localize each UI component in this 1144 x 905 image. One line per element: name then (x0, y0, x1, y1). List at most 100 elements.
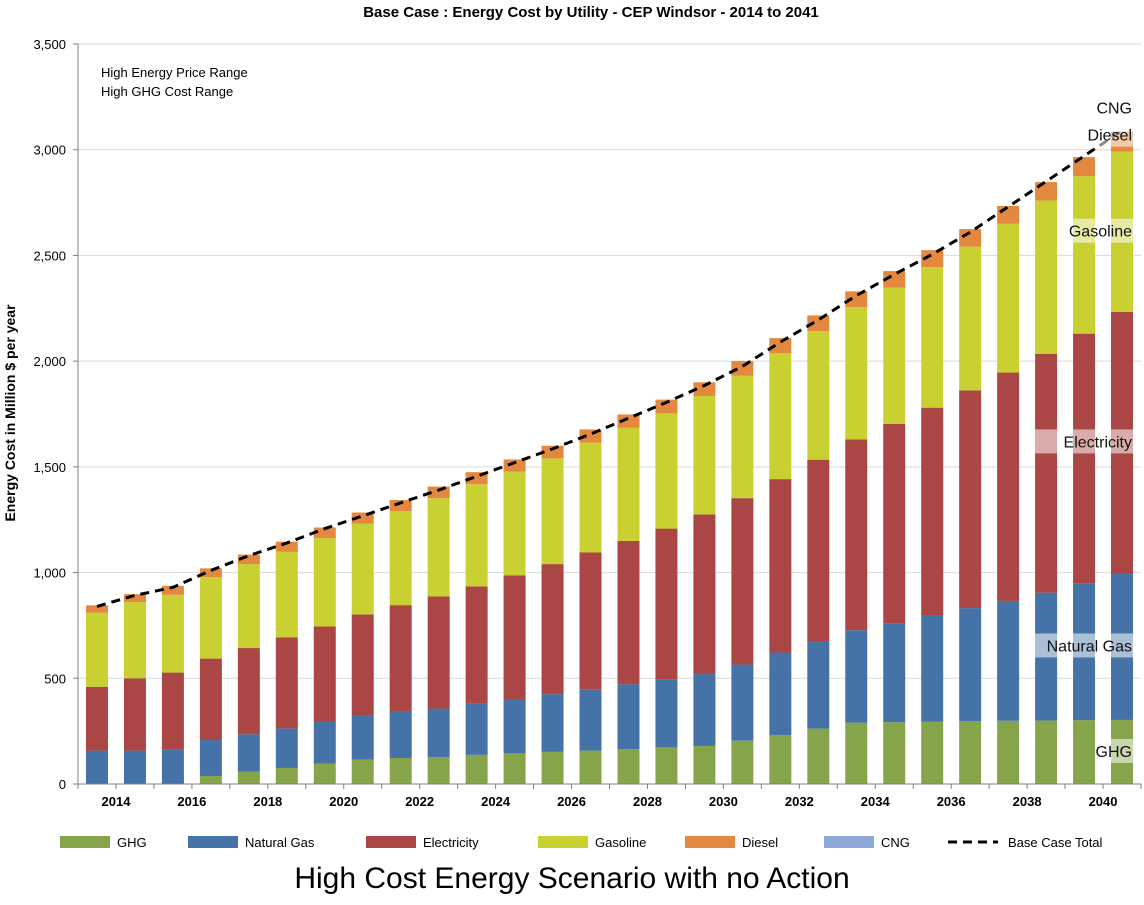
bar-gasoline-2015 (123, 602, 146, 679)
segment-label-ghg: GHG (1096, 738, 1137, 763)
bar-diesel-2016 (161, 585, 184, 595)
x-tick-label-2030: 2030 (709, 794, 738, 809)
bar-electricity-2022 (389, 605, 412, 712)
bar-electricity-2018 (237, 648, 260, 735)
x-tick-label-2022: 2022 (405, 794, 434, 809)
segment-label-bg (1101, 738, 1137, 763)
bar-gasoline-2024 (465, 484, 488, 587)
bar-ghg-2038 (997, 720, 1020, 784)
bar-diesel-2019 (275, 541, 298, 552)
bar-ghg-2040 (1073, 720, 1096, 784)
bar-gasoline-2038 (997, 223, 1020, 373)
bar-ghg-2030 (693, 745, 716, 784)
bar-electricity-2030 (693, 514, 716, 675)
bar-natural-gas-2023 (427, 708, 450, 757)
axes (73, 43, 1142, 789)
bar-stack-2014 (85, 605, 108, 784)
legend-item-electricity: Electricity (366, 835, 479, 850)
bar-natural-gas-2031 (731, 664, 754, 741)
x-tick-label-2028: 2028 (633, 794, 662, 809)
bar-natural-gas-2016 (161, 749, 184, 784)
segment-label-cng: CNG (1096, 95, 1137, 120)
segment-label-text: Diesel (1088, 128, 1132, 145)
bar-stack-2022 (389, 500, 412, 784)
bar-gasoline-2023 (427, 498, 450, 597)
bar-diesel-2036 (921, 250, 944, 268)
x-tick-label-2018: 2018 (253, 794, 282, 809)
bar-ghg-2034 (845, 722, 868, 784)
y-tick-label-1500: 1,500 (33, 460, 66, 475)
legend-label: GHG (117, 835, 147, 850)
x-tick-labels: 2014 2016 2018 2020 2022 2024 2026 2028 2030 2032… (102, 794, 1118, 809)
bar-ghg-2033 (807, 728, 830, 784)
bar-gasoline-2020 (313, 538, 336, 627)
segment-label-text: Electricity (1064, 434, 1132, 451)
legend: GHG Natural Gas Electricity Gasoline Diesel C… (60, 835, 1103, 850)
segment-label-text: CNG (1096, 101, 1132, 118)
legend-item-diesel: Diesel (685, 835, 778, 850)
note-ghg-cost: High GHG Cost Range (101, 84, 233, 99)
bar-gasoline-2022 (389, 511, 412, 606)
segment-label-electricity: Electricity (1032, 429, 1137, 454)
y-tick-label-2000: 2,000 (33, 354, 66, 369)
bar-stack-2026 (541, 445, 564, 784)
bar-electricity-2027 (579, 552, 602, 690)
bar-ghg-2022 (389, 757, 412, 784)
bar-electricity-2021 (351, 614, 374, 716)
segment-label-diesel: Diesel (1075, 122, 1137, 147)
gridlines (78, 43, 1141, 679)
segment-label-natural-gas: Natural Gas (1032, 633, 1137, 658)
bar-electricity-2039 (1035, 353, 1058, 593)
bar-electricity-2036 (921, 407, 944, 616)
bar-diesel-2014 (85, 605, 108, 613)
bar-natural-gas-2035 (883, 623, 906, 723)
bar-stack-2033 (807, 315, 830, 784)
segment-label-text: Natural Gas (1047, 638, 1132, 655)
bar-diesel-2032 (769, 338, 792, 354)
bar-natural-gas-2024 (465, 703, 488, 755)
bar-natural-gas-2038 (997, 600, 1020, 721)
bar-natural-gas-2032 (769, 652, 792, 735)
bar-natural-gas-2028 (617, 684, 640, 750)
bar-natural-gas-2020 (313, 722, 336, 764)
bar-natural-gas-2029 (655, 679, 678, 748)
bar-stack-2032 (769, 338, 792, 784)
x-tick-label-2032: 2032 (785, 794, 814, 809)
stacked-bar-chart: Base Case : Energy Cost by Utility - CEP… (2, 4, 1142, 850)
bar-gasoline-2018 (237, 564, 260, 649)
legend-item-base-case-total: Base Case Total (948, 835, 1103, 850)
x-tick-label-2026: 2026 (557, 794, 586, 809)
bar-ghg-2026 (541, 751, 564, 784)
bar-natural-gas-2025 (503, 699, 526, 754)
legend-swatch (824, 836, 874, 848)
bar-stack-2016 (161, 585, 184, 784)
bar-ghg-2024 (465, 754, 488, 784)
legend-item-natural-gas: Natural Gas (188, 835, 315, 850)
legend-label: Natural Gas (245, 835, 315, 850)
bar-diesel-2033 (807, 315, 830, 332)
bar-ghg-2039 (1035, 720, 1058, 784)
x-tick-label-2020: 2020 (329, 794, 358, 809)
bar-ghg-2023 (427, 756, 450, 784)
bar-natural-gas-2030 (693, 674, 716, 746)
bar-diesel-2021 (351, 512, 374, 524)
x-tick-label-2036: 2036 (937, 794, 966, 809)
y-tick-label-2500: 2,500 (33, 248, 66, 263)
bar-electricity-2035 (883, 423, 906, 624)
segment-label-text: Gasoline (1069, 224, 1132, 241)
bar-stack-2021 (351, 512, 374, 784)
bar-natural-gas-2033 (807, 641, 830, 729)
segment-label-bg (1032, 633, 1137, 658)
bar-gasoline-2016 (161, 594, 184, 673)
bar-stack-2028 (617, 414, 640, 784)
x-tick-label-2034: 2034 (861, 794, 891, 809)
bar-electricity-2016 (161, 672, 184, 750)
bar-ghg-2020 (313, 763, 336, 784)
bar-diesel-2015 (123, 594, 146, 603)
bar-stack-2039 (1035, 182, 1058, 784)
bar-gasoline-2026 (541, 458, 564, 565)
legend-item-cng: CNG (824, 835, 910, 850)
bar-electricity-2040 (1073, 333, 1096, 584)
bar-stack-2020 (313, 527, 336, 784)
bar-stack-2034 (845, 291, 868, 784)
